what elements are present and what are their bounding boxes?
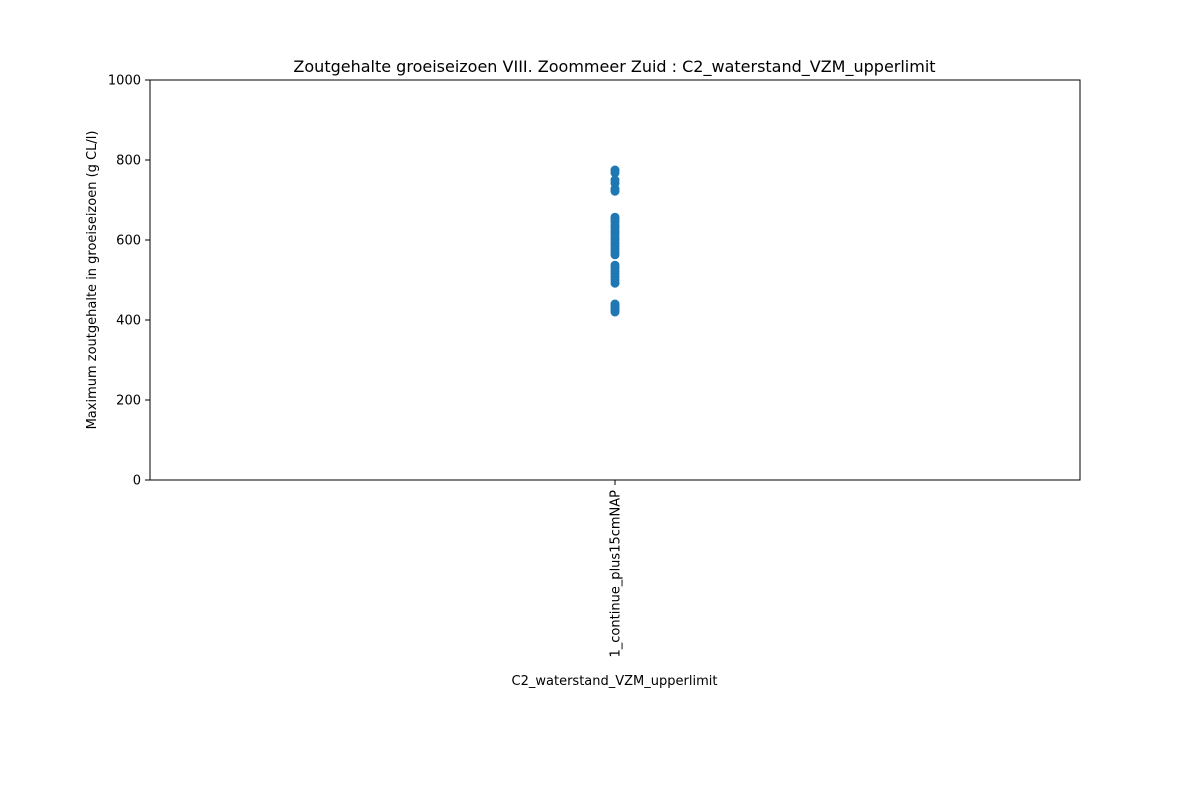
scatter-point <box>610 212 620 222</box>
scatter-point <box>610 299 620 309</box>
scatter-point <box>610 175 620 185</box>
x-axis-ticks: 1_continue_plus15cmNAP <box>609 480 624 657</box>
scatter-point <box>610 165 620 175</box>
y-tick-label: 600 <box>116 234 141 249</box>
chart-title: Zoutgehalte groeiseizoen VIII. Zoommeer … <box>293 57 935 77</box>
y-axis-ticks: 0 200 400 600 800 1000 <box>108 74 150 489</box>
x-tick-label: 1_continue_plus15cmNAP <box>609 490 624 658</box>
y-tick-label: 800 <box>116 154 141 169</box>
y-axis-label: Maximum zoutgehalte in groeiseizoen (g C… <box>85 131 100 430</box>
y-tick-label: 0 <box>133 474 141 489</box>
data-points <box>610 165 620 317</box>
y-tick-label: 200 <box>116 394 141 409</box>
y-tick-label: 1000 <box>108 74 141 89</box>
x-axis-label: C2_waterstand_VZM_upperlimit <box>512 674 718 689</box>
scatter-point <box>610 260 620 270</box>
y-tick-label: 400 <box>116 314 141 329</box>
